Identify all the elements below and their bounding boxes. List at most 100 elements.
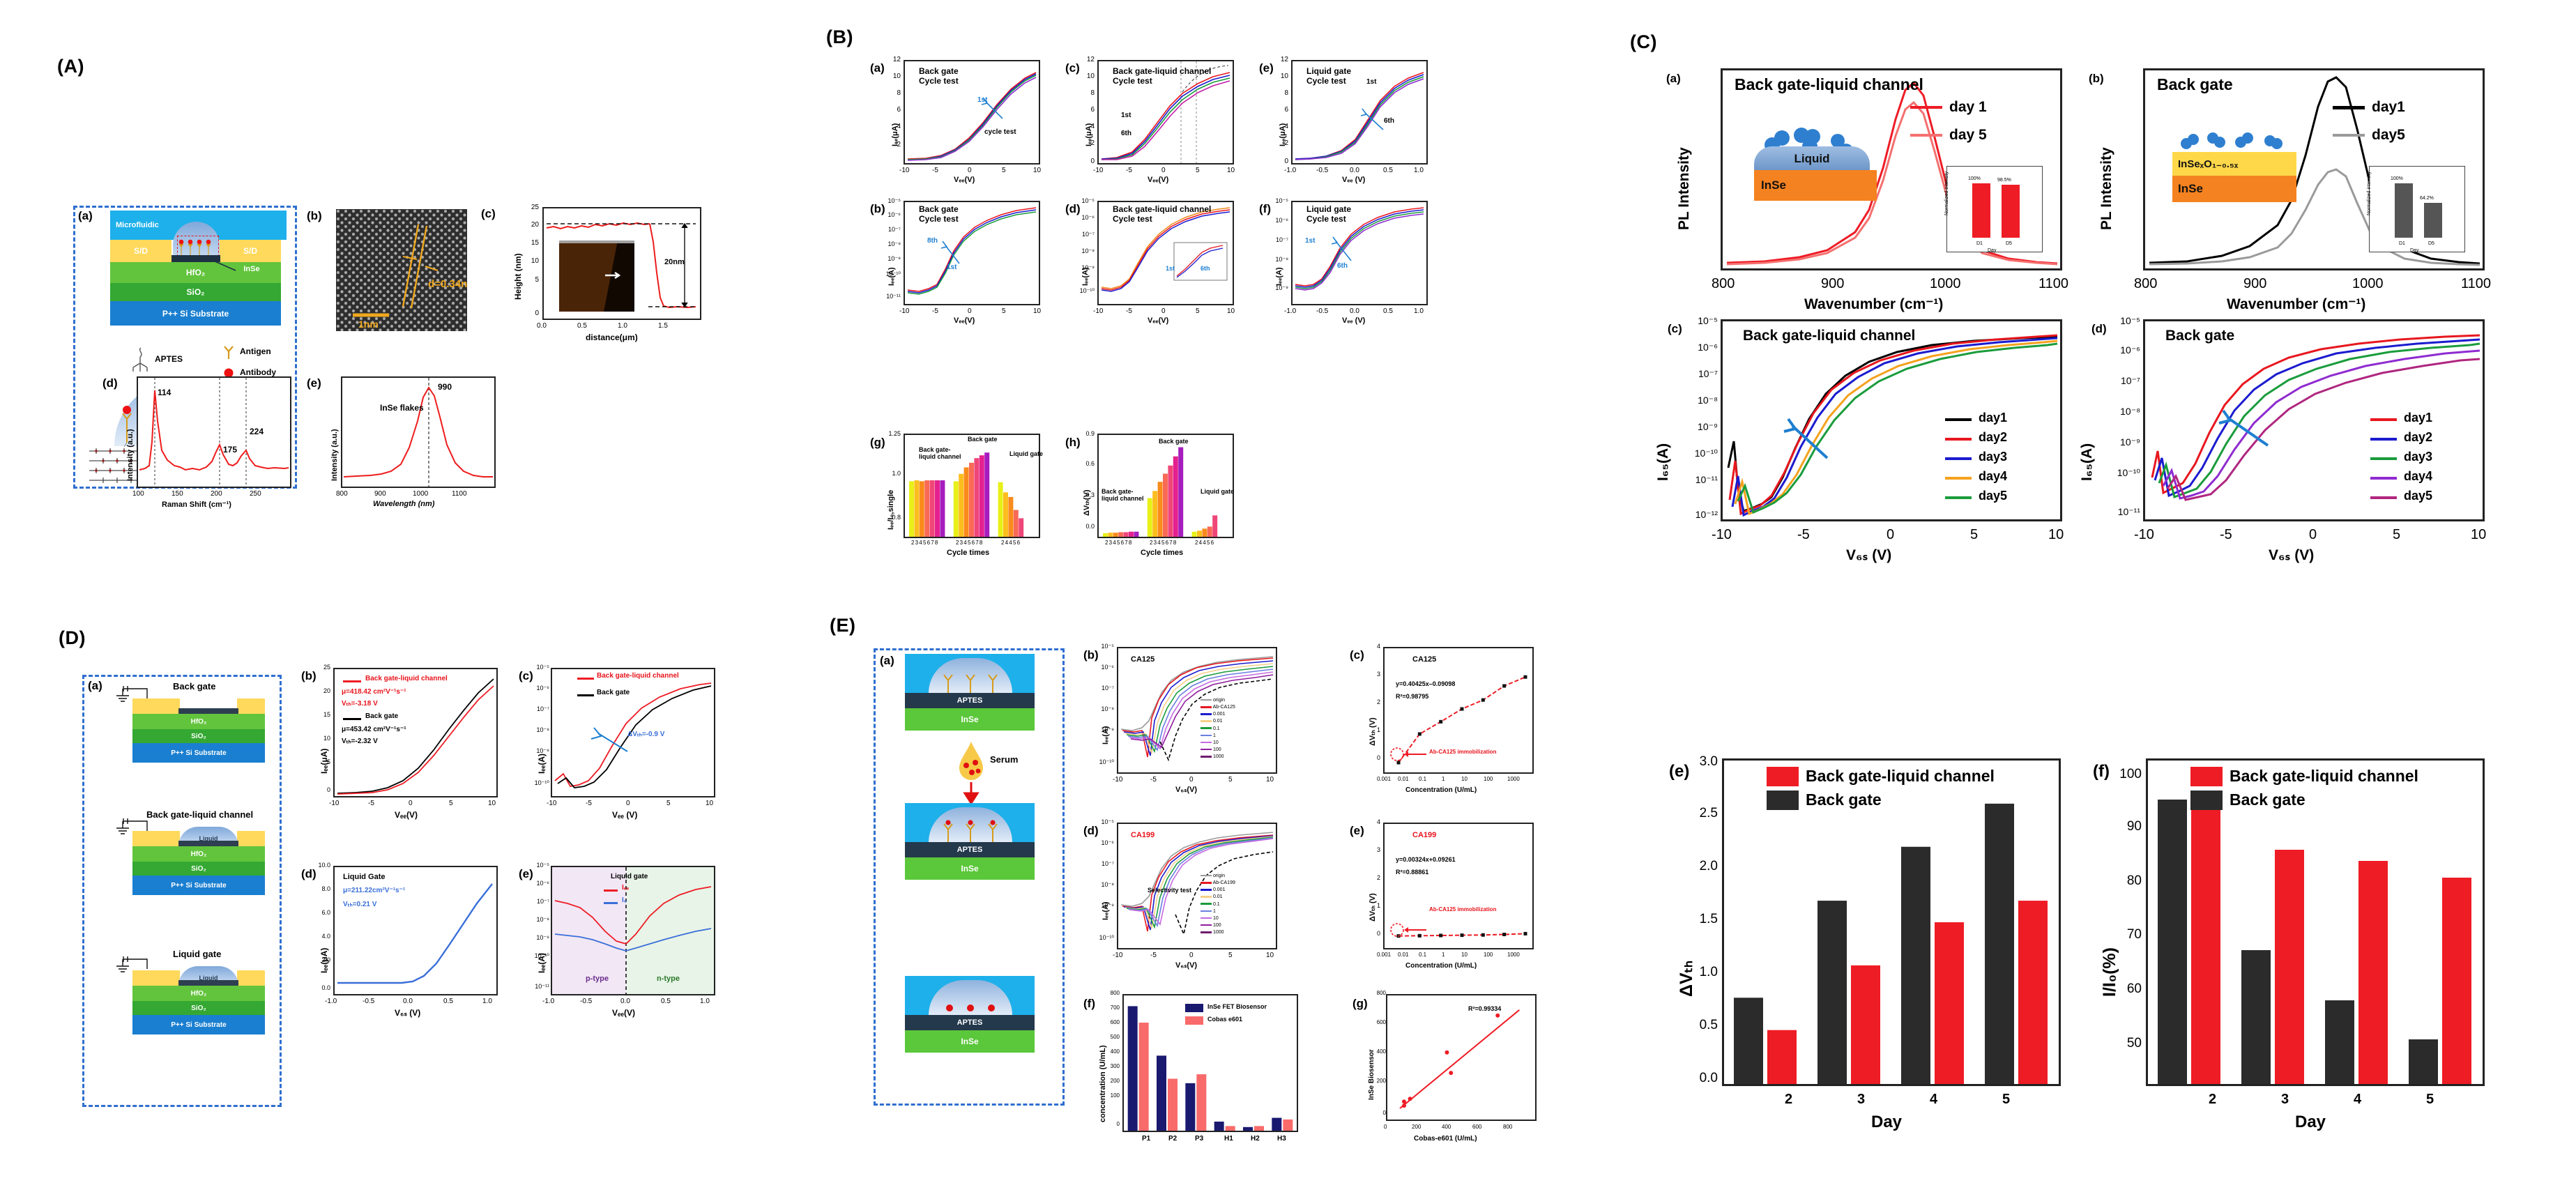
c-f-ytick-5: 50 [2126,1036,2142,1051]
e1-inse-layer: InSe [905,708,1035,731]
e-b-legend-item-1: Ab-CA125 [1201,704,1235,711]
d-schem-1-title: Back gate-liquid channel [146,809,254,820]
panel-d-sub-d: (d) [301,867,317,880]
c-b-xtick-2: 1000 [2352,276,2384,291]
bar [1019,518,1024,537]
c-a-xtick-1: 900 [1821,276,1845,291]
panel-d-dashed-box [82,675,282,1107]
e-c-marker-callout [1390,747,1426,761]
b-e-ann-6th: 6th [1384,117,1394,125]
e-c-xtick-0: 0.001 [1377,776,1392,782]
d-e-xtick-4: 1.0 [700,998,710,1005]
data-point [1445,1050,1449,1055]
b-d-xtick-4: 10 [1227,307,1235,315]
raman-trace [139,378,289,487]
e-b-ytick-5: 10⁻¹⁰ [1099,758,1114,765]
bar [924,480,930,537]
e-b-transfer-curves [1120,656,1274,762]
d-e-ytick-3: 10⁻⁸ [536,916,549,923]
data-point [1439,719,1443,724]
c-f-xtick-3: 5 [2426,1092,2434,1107]
e2-inse-layer: InSe [905,857,1035,880]
c-c-legend-label-3: day4 [1979,469,2008,483]
bar [1118,532,1124,537]
afm-thickness-label: 20nm [664,258,685,266]
bar [969,462,974,537]
b-h-ytick-2: 0.3 [1085,491,1095,498]
afm-ytick-4: 5 [535,276,539,284]
c-d-transfer-curves [2151,334,2480,501]
e2-aptes-layer: APTES [905,842,1035,857]
panel-c-letter: (C) [1630,31,1657,52]
e-g-ytick-0: 800 [1376,990,1386,996]
c-c-ytick-7: 10⁻¹² [1695,509,1718,520]
b-h-bars [1103,447,1218,537]
d2-sio2: SiO₂ [132,1001,265,1015]
e-d-legend-item-7: 100 [1201,922,1235,929]
c-d-legend-label-2: day3 [2404,450,2433,464]
d-schematic-back-gate-liquid: Liquid HfO₂ SiO₂ P++ Si Substrate [132,827,265,899]
b-chart-e [1291,60,1428,165]
e-g-xtick-4: 800 [1503,1124,1513,1130]
b-h-ytick-0: 0.9 [1085,430,1095,437]
d-c-ytick-1: 10⁻⁶ [536,685,549,692]
panel-e-dashed-box [874,648,1065,1106]
c-f-ytick-4: 60 [2126,982,2142,996]
bar [1157,482,1163,537]
c-a-inset-bar-0 [1972,183,1990,238]
e-d-ytick-4: 10⁻⁹ [1101,902,1114,909]
panel-d-sub-b: (b) [301,669,317,682]
d-e-xtick-2: 0.0 [620,998,630,1005]
tem-d-spacing-text: d=0.34nm [428,278,467,290]
e-f-legend-swatch-0 [1185,1004,1203,1012]
afm-ytick-0: 25 [531,204,539,211]
d-b-ytick-1: 20 [323,687,330,694]
b-h-xticks-group2: 24456 [1195,540,1215,546]
panel-d-sub-e: (e) [519,867,533,880]
c-b-inset-ylabel: Normalized intensity [2367,171,2372,215]
bar [1817,901,1847,1084]
c-c-xtick-4: 10 [2048,527,2064,542]
d-c-xtick-1: -5 [586,800,592,807]
b-c-ytick-5: 2 [1090,139,1095,147]
c-e-ytick-2: 2.0 [1699,859,1718,873]
c-c-transfer-curves [1727,334,2058,517]
e-e-marker-callout [1390,923,1426,937]
e-b-xtick-2: 0 [1189,776,1194,784]
e-schematic-2: APTES InSe [905,803,1035,885]
bar [1173,456,1178,537]
c-e-xtick-0: 2 [1785,1092,1793,1107]
bar [1178,447,1184,537]
b-c-ytick-1: 10 [1086,72,1095,80]
panel-e-sub-b: (b) [1083,648,1099,662]
legend-aptes-label: APTES [155,354,183,364]
d-e-ytick-5: 10⁻¹⁰ [534,952,549,959]
serum-arrow-icon [963,782,980,805]
data-point [1495,1013,1500,1018]
b-f-ytick-1: 10⁻⁶ [1275,217,1288,224]
c-c-xtick-3: 5 [1970,527,1979,542]
inse-leader-line [213,260,236,271]
raman-xtick-0: 100 [132,490,144,498]
d-chart-b [333,668,498,797]
bar [914,480,920,537]
pl-sample-label: InSe flakes [380,403,424,413]
antigen-glyph [224,346,234,359]
c-a-schematic: Liquid InSe [1748,119,1877,201]
afm-ytick-1: 20 [531,221,539,229]
b-c-ann-1st: 1st [1121,112,1131,119]
b-b-xtick-2: 0 [968,307,972,315]
bar [1901,846,1930,1084]
e-e-ytick-0: 4 [1376,818,1380,825]
e-b-ytick-2: 10⁻⁷ [1101,685,1114,692]
c-a-inset: Normalized intensity 100% 98.5% D1 D5 Da… [1944,166,2043,253]
c-f-ytick-1: 90 [2126,819,2142,834]
e-c-title: CA125 [1412,655,1437,664]
d-d-xlabel: V₆ₛ (V) [395,1008,421,1018]
b-d-xtick-2: 0 [1161,307,1166,315]
b-chart-b [904,201,1040,305]
c-c-ytick-2: 10⁻⁷ [1698,368,1718,379]
c-d-legend-label-4: day5 [2404,489,2433,503]
b-e-xtick-4: 1.0 [1414,167,1424,174]
d-schem-1-ground-symbol [116,818,148,834]
